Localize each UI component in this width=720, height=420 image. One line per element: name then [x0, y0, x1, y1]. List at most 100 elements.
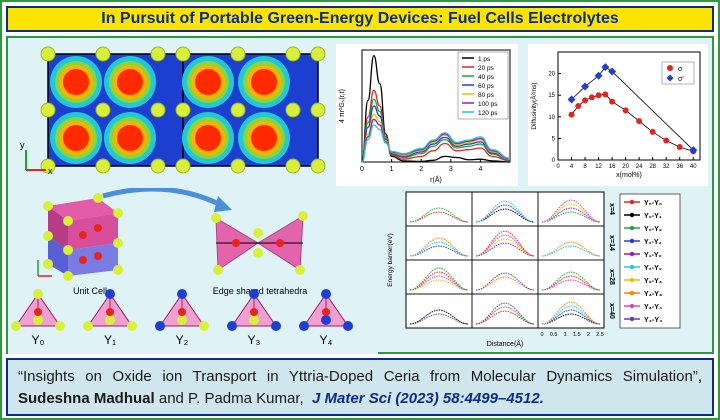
data-point-circle	[622, 107, 629, 114]
series-line	[571, 66, 694, 151]
barrier-curve	[475, 204, 535, 223]
data-point-diamond	[581, 82, 590, 91]
barrier-curve	[475, 302, 535, 325]
data-point-diamond	[689, 146, 698, 155]
legend-entry: 120 ps	[478, 110, 498, 117]
x-tick-label: 24	[636, 164, 643, 170]
x-tick-label: 40	[690, 164, 697, 170]
legend-entry: Y₀-Y₀	[644, 200, 662, 207]
data-point-circle	[575, 103, 582, 109]
yttrium-atom	[249, 289, 259, 299]
barrier-curve	[541, 203, 601, 223]
barrier-curve	[541, 301, 601, 325]
density-map: y x	[8, 38, 326, 186]
unit-cell-illustration	[37, 193, 123, 281]
data-point-circle	[582, 97, 589, 104]
barrier-curve	[541, 211, 601, 223]
edge-shared-label: Edge shared tetrahedra	[213, 286, 308, 296]
x-axis-label: r(Å)	[430, 175, 442, 184]
barrier-curve	[541, 245, 601, 257]
diffusivity-chart: 0 4 8 12 16 20 24 28 32 36 40 0 5 10 15 20 σ σ' x(mol%) Dif…	[528, 44, 708, 186]
barrier-curve	[541, 279, 601, 291]
series-line-60-ps	[361, 105, 511, 163]
subplot	[537, 293, 605, 329]
y-axis-label: Energy barrier(eV)	[387, 233, 394, 286]
x-tick-label: 36	[676, 164, 683, 170]
tetrahedron-y1: Y₁	[83, 289, 137, 347]
barrier-curve	[475, 310, 535, 325]
edge-shared-tetrahedra-illustration	[211, 211, 308, 275]
legend-entry: 80 ps	[478, 92, 495, 99]
x-tick-label: 16	[609, 164, 616, 170]
legend-entry: Y₀-Y₁	[644, 213, 662, 220]
barrier-curve	[409, 241, 469, 257]
barrier-curve	[541, 275, 601, 291]
x-tick-label: 8	[583, 164, 587, 170]
data-point-circle	[676, 144, 683, 151]
cation-atom	[285, 102, 301, 118]
x-tick-label: 20	[622, 164, 629, 170]
cation-atom	[175, 46, 191, 62]
density-core	[117, 125, 143, 151]
data-point-diamond	[608, 67, 617, 76]
series-line-40-ps	[361, 98, 511, 163]
data-point-circle	[595, 92, 602, 99]
tetrahedron-label: Y₁	[104, 333, 116, 347]
cerium-atom	[33, 315, 43, 325]
data-point-circle	[663, 137, 670, 144]
arrow-to-tetrahedra	[102, 188, 225, 209]
barrier-curve	[541, 305, 601, 325]
legend-swatch	[666, 74, 674, 82]
series-line-20-ps	[361, 89, 511, 163]
barrier-curve	[475, 306, 535, 325]
author-secondary: and P. Padma Kumar,	[158, 390, 304, 407]
tetrahedron-label: Y₄	[320, 333, 333, 347]
cation-atom	[95, 158, 111, 174]
legend-entry: 20 ps	[478, 65, 495, 72]
density-core	[63, 69, 89, 95]
y-tick-label: 15	[548, 93, 555, 99]
x-tick-label: 0.5	[550, 332, 558, 338]
density-core	[117, 69, 143, 95]
y-tick-label: 0	[552, 158, 556, 164]
yttrium-atom	[299, 321, 309, 331]
data-point-diamond	[567, 95, 576, 104]
barrier-curve	[409, 267, 469, 291]
oxygen-atom	[178, 308, 186, 316]
row-label: x=40	[608, 303, 615, 319]
barrier-curve	[541, 309, 601, 325]
x-tick-label: 3	[449, 166, 453, 173]
x-tick-label: 0	[540, 332, 543, 338]
barrier-curve	[409, 271, 469, 291]
barrier-curve	[475, 238, 535, 257]
row-label: x=4	[608, 203, 615, 215]
legend-entry: 40 ps	[478, 74, 495, 81]
legend-entry: 100 ps	[478, 101, 498, 108]
cation-atom	[285, 158, 301, 174]
cerium-atom	[249, 315, 259, 325]
barrier-curve	[409, 309, 469, 325]
journal-reference[interactable]: J Mater Sci (2023) 58:4499–4512.	[312, 390, 544, 407]
tetrahedron-y4: Y₄	[299, 289, 353, 347]
citation-block: “Insights on Oxide ion Transport in Yttr…	[6, 358, 714, 416]
density-core	[195, 125, 221, 151]
x-tick-label: 2.5	[596, 332, 604, 338]
paper-title: “Insights on Oxide ion Transport in Yttr…	[18, 368, 702, 385]
barrier-curve	[409, 279, 469, 291]
y-axis-label: Diffusivity(Å²/ns)	[529, 82, 538, 129]
barrier-curve	[541, 199, 601, 223]
density-core	[63, 125, 89, 151]
x-tick-label: 28	[649, 164, 656, 170]
van-hove-chart: 0 1 2 3 4 1 ps 20 ps 40 ps 60 ps 80 ps 100 ps 120 p…	[336, 44, 518, 186]
tetrahedron-label: Y₂	[176, 333, 189, 347]
cation-atom	[230, 46, 246, 62]
tetrahedron-y0: Y₀	[11, 289, 65, 347]
yttrium-atom	[321, 289, 331, 299]
legend-entry: 60 ps	[478, 83, 495, 90]
barrier-curve	[541, 313, 601, 325]
series-line-120-ps	[361, 124, 511, 163]
oxygen-atom	[34, 308, 42, 316]
x-tick-label: 1	[564, 332, 567, 338]
